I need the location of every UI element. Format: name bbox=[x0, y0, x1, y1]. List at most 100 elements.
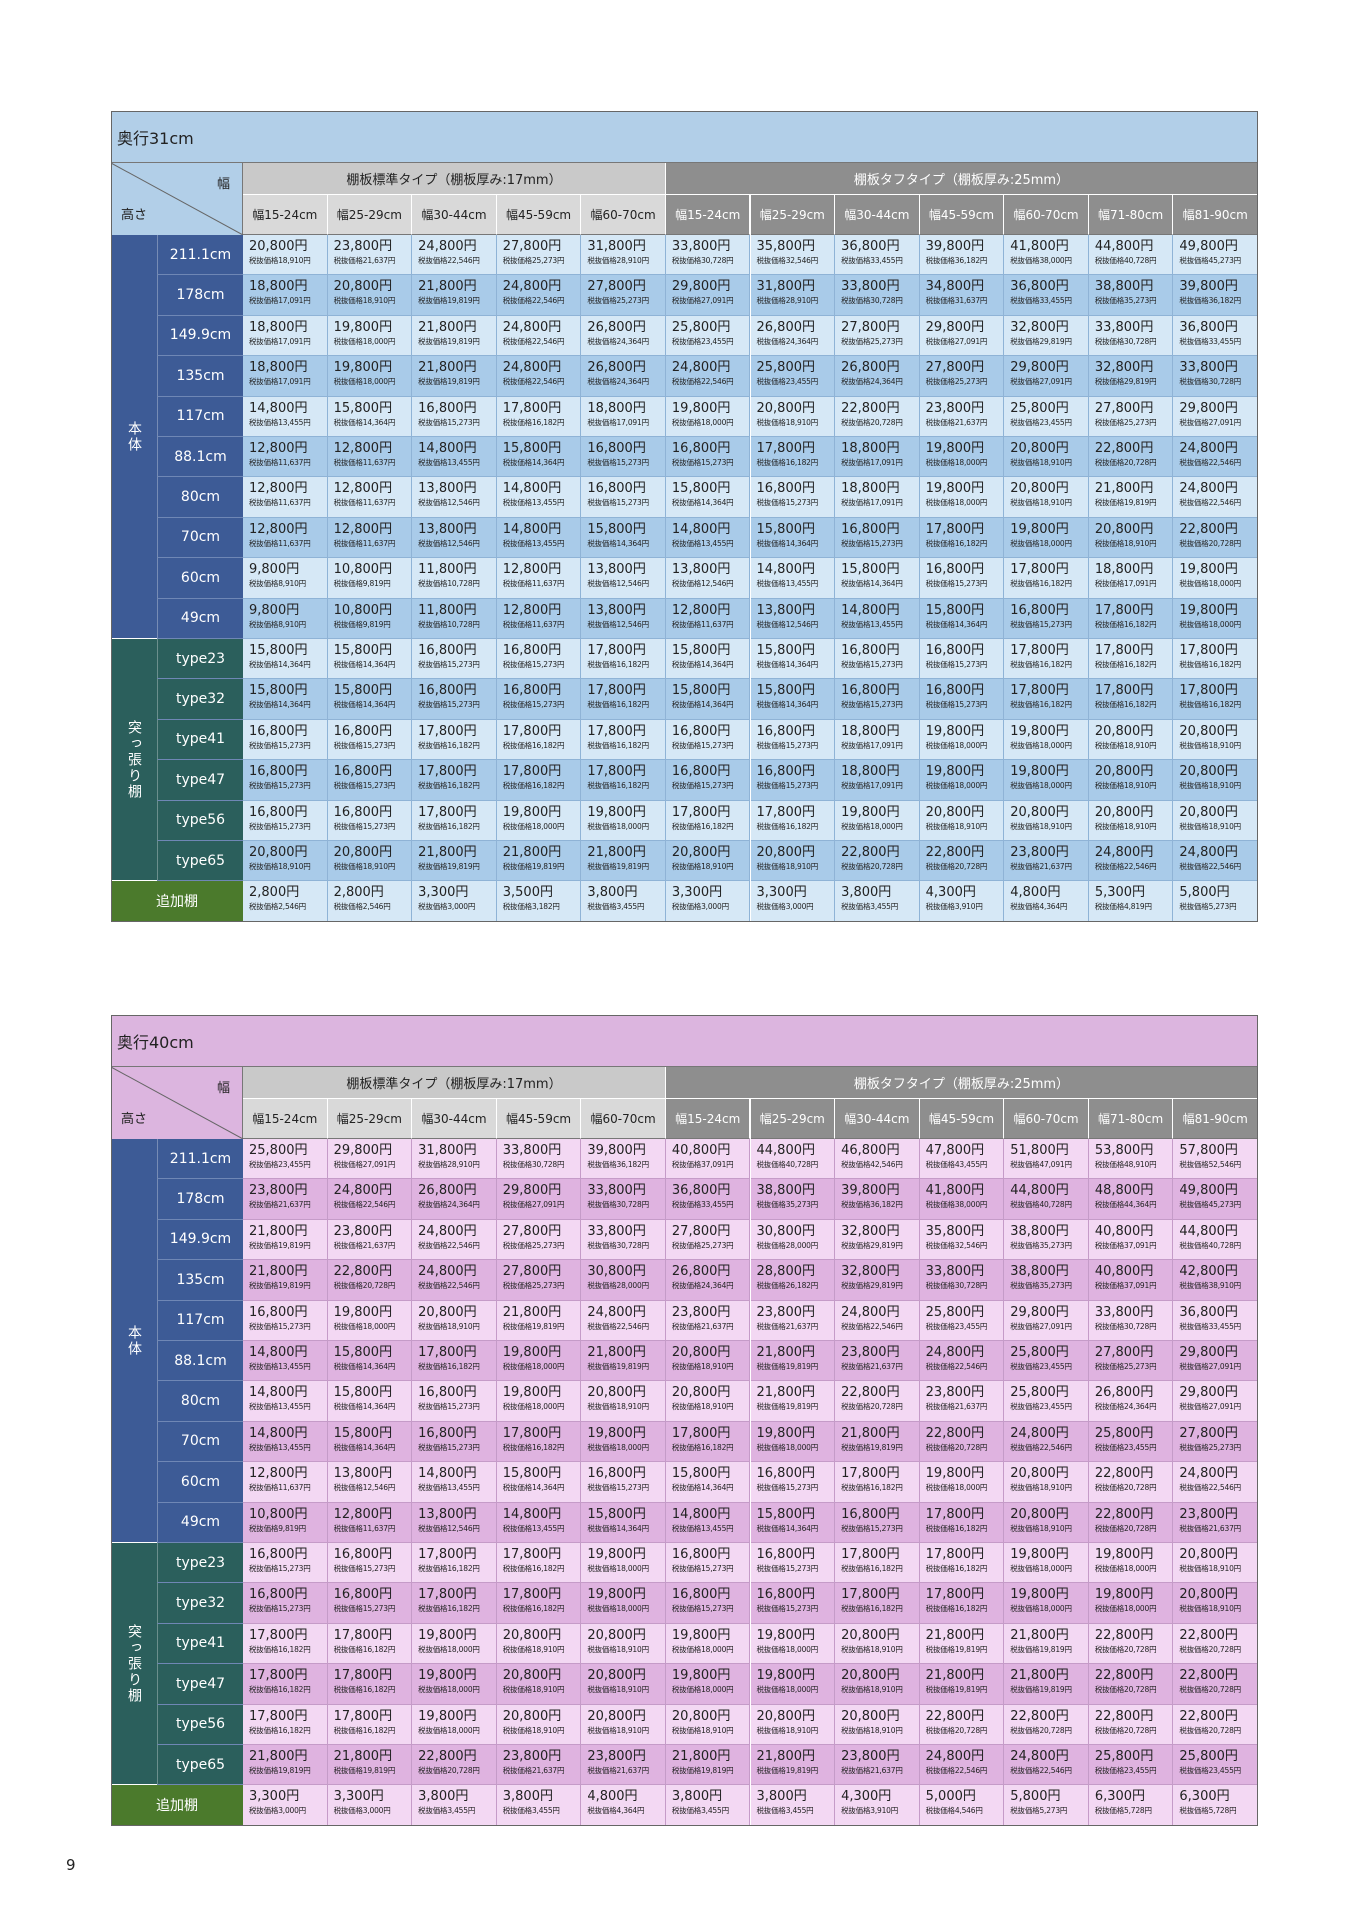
price-excl-tax: 税抜価格18,910円 bbox=[1179, 1604, 1241, 1614]
price-excl-tax: 税抜価格20,728円 bbox=[925, 862, 988, 871]
column-header: 幅81-90cm bbox=[1173, 195, 1258, 235]
price-cell: 4,300円 税抜価格3,910円 bbox=[835, 1785, 920, 1826]
price-cell: 3,300円 税抜価格3,000円 bbox=[243, 1785, 328, 1826]
price: 21,800円 bbox=[249, 1749, 308, 1764]
price: 13,800円 bbox=[671, 562, 731, 578]
price-excl-tax: 税抜価格17,091円 bbox=[841, 498, 903, 508]
price-cell: 3,800円 税抜価格3,455円 bbox=[665, 1785, 751, 1826]
price: 20,800円 bbox=[249, 239, 308, 254]
price-excl-tax: 税抜価格13,455円 bbox=[841, 619, 903, 629]
price-excl-tax: 税抜価格14,364円 bbox=[502, 1483, 565, 1493]
price: 17,800円 bbox=[925, 1547, 985, 1562]
price-cell: 26,800円 税抜価格24,364円 bbox=[581, 315, 666, 357]
price: 15,800円 bbox=[333, 1385, 393, 1401]
price-excl-tax: 税抜価格19,819円 bbox=[249, 1281, 311, 1291]
price-cell: 15,800円 税抜価格14,364円 bbox=[750, 679, 836, 720]
price: 15,800円 bbox=[587, 521, 646, 537]
price: 16,800円 bbox=[418, 643, 477, 658]
price: 12,800円 bbox=[502, 602, 562, 618]
price-cell: 20,800円 税抜価格18,910円 bbox=[1088, 760, 1174, 801]
price-cell: 16,800円 税抜価格15,273円 bbox=[243, 800, 328, 841]
price-cell: 23,800円 税抜価格21,637円 bbox=[243, 1179, 328, 1220]
price-cell: 20,800円 税抜価格18,910円 bbox=[581, 1381, 666, 1422]
price: 20,800円 bbox=[418, 1304, 477, 1320]
price: 20,800円 bbox=[1179, 723, 1238, 739]
price-cell: 41,800円 税抜価格38,000円 bbox=[1004, 235, 1089, 276]
price: 20,800円 bbox=[333, 845, 393, 860]
price: 26,800円 bbox=[418, 1183, 477, 1199]
price: 3,800円 bbox=[671, 1789, 723, 1805]
price-cell: 39,800円 税抜価格36,182円 bbox=[1173, 275, 1258, 316]
price: 27,800円 bbox=[502, 1264, 562, 1280]
price-cell: 36,800円 税抜価格33,455円 bbox=[1173, 315, 1258, 357]
price-excl-tax: 税抜価格27,091円 bbox=[333, 1160, 396, 1169]
price-excl-tax: 税抜価格19,819円 bbox=[333, 1766, 396, 1775]
price: 13,800円 bbox=[756, 602, 816, 618]
price: 2,800円 bbox=[333, 885, 384, 901]
price-excl-tax: 税抜価格17,091円 bbox=[1094, 579, 1157, 589]
price-excl-tax: 税抜価格40,728円 bbox=[1010, 1200, 1072, 1210]
column-header: 幅25-29cm bbox=[327, 1099, 413, 1139]
price-excl-tax: 税抜価格15,273円 bbox=[249, 1604, 311, 1614]
price-cell: 24,800円 税抜価格22,546円 bbox=[835, 1300, 920, 1341]
price-cell: 17,800円 税抜価格16,182円 bbox=[327, 1704, 413, 1745]
price-excl-tax: 税抜価格18,910円 bbox=[671, 862, 734, 871]
price-excl-tax: 税抜価格24,364円 bbox=[587, 377, 649, 387]
price: 20,800円 bbox=[1179, 804, 1238, 820]
price: 16,800円 bbox=[418, 1385, 477, 1401]
price-cell: 10,800円 税抜価格9,819円 bbox=[327, 558, 413, 599]
price-excl-tax: 税抜価格18,000円 bbox=[418, 1685, 480, 1695]
price-excl-tax: 税抜価格25,273円 bbox=[502, 1281, 565, 1291]
price: 21,800円 bbox=[418, 360, 477, 376]
price: 19,800円 bbox=[333, 319, 393, 335]
price: 16,800円 bbox=[249, 804, 308, 820]
price: 20,800円 bbox=[1010, 1506, 1069, 1522]
price-cell: 21,800円 税抜価格19,819円 bbox=[581, 841, 666, 882]
price: 15,800円 bbox=[587, 1506, 646, 1522]
price-excl-tax: 税抜価格4,546円 bbox=[925, 1806, 983, 1816]
price-excl-tax: 税抜価格18,000円 bbox=[587, 1604, 649, 1614]
column-header: 幅71-80cm bbox=[1088, 195, 1174, 235]
price-excl-tax: 税抜価格16,182円 bbox=[756, 821, 819, 831]
price-excl-tax: 税抜価格18,910円 bbox=[1094, 538, 1157, 548]
corner-diagonal bbox=[111, 163, 243, 235]
price-cell: 23,800円 税抜価格21,637円 bbox=[835, 1341, 920, 1382]
price: 33,800円 bbox=[1094, 319, 1154, 335]
price: 26,800円 bbox=[587, 319, 646, 335]
price-cell: 27,800円 税抜価格25,273円 bbox=[1088, 1341, 1174, 1382]
price-cell: 20,800円 税抜価格18,910円 bbox=[1173, 719, 1258, 761]
price-excl-tax: 税抜価格30,728円 bbox=[1094, 1321, 1157, 1331]
price-cell: 17,800円 税抜価格16,182円 bbox=[919, 1583, 1005, 1624]
price-cell: 15,800円 税抜価格14,364円 bbox=[327, 1341, 413, 1382]
price: 14,800円 bbox=[671, 521, 731, 537]
price-excl-tax: 税抜価格16,182円 bbox=[671, 821, 734, 831]
price-cell: 17,800円 税抜価格16,182円 bbox=[919, 517, 1005, 559]
price: 18,800円 bbox=[587, 400, 646, 416]
price-cell: 35,800円 税抜価格32,546円 bbox=[750, 235, 836, 276]
price: 40,800円 bbox=[671, 1143, 731, 1158]
price-cell: 20,800円 税抜価格18,910円 bbox=[665, 1341, 751, 1382]
price-excl-tax: 税抜価格4,364円 bbox=[587, 1806, 645, 1816]
price: 14,800円 bbox=[418, 441, 477, 456]
price-excl-tax: 税抜価格5,728円 bbox=[1179, 1806, 1237, 1816]
price: 20,800円 bbox=[925, 804, 985, 820]
price: 23,800円 bbox=[1179, 1506, 1238, 1522]
price-cell: 29,800円 税抜価格27,091円 bbox=[1173, 1381, 1258, 1422]
price-cell: 9,800円 税抜価格8,910円 bbox=[243, 558, 328, 599]
price-cell: 16,800円 税抜価格15,273円 bbox=[1004, 598, 1089, 639]
price-excl-tax: 税抜価格5,273円 bbox=[1010, 1806, 1068, 1816]
price-excl-tax: 税抜価格22,546円 bbox=[418, 256, 480, 265]
price-excl-tax: 税抜価格14,364円 bbox=[333, 417, 396, 427]
price: 15,800円 bbox=[925, 602, 985, 618]
price: 20,800円 bbox=[1094, 723, 1154, 739]
price: 23,800円 bbox=[925, 1385, 985, 1401]
price-cell: 20,800円 税抜価格18,910円 bbox=[243, 235, 328, 276]
price-cell: 17,800円 税抜価格16,182円 bbox=[496, 760, 582, 801]
price-excl-tax: 税抜価格23,455円 bbox=[756, 377, 819, 387]
price-cell: 27,800円 税抜価格25,273円 bbox=[665, 1219, 751, 1261]
price: 12,800円 bbox=[333, 521, 393, 537]
price: 3,800円 bbox=[587, 885, 638, 901]
price: 25,800円 bbox=[925, 1304, 985, 1320]
price: 16,800円 bbox=[756, 1587, 816, 1603]
price: 4,300円 bbox=[925, 885, 976, 901]
